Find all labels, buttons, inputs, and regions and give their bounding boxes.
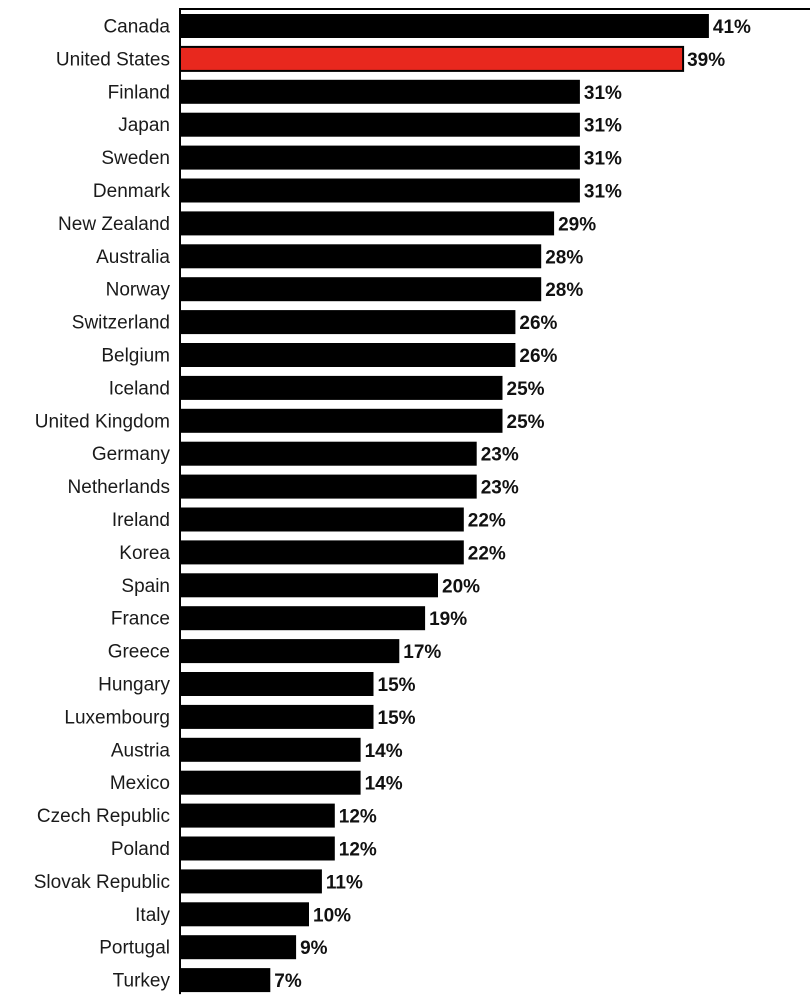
value-label-australia: 28% xyxy=(545,247,583,268)
bar-spain xyxy=(180,573,438,598)
category-label-belgium: Belgium xyxy=(101,346,170,367)
category-label-ireland: Ireland xyxy=(112,510,170,531)
bar-iceland xyxy=(180,375,503,400)
bar-hungary xyxy=(180,672,374,696)
category-label-france: France xyxy=(111,609,170,630)
category-label-finland: Finland xyxy=(108,82,170,103)
value-label-poland: 12% xyxy=(339,840,377,861)
bar-austria xyxy=(180,737,361,762)
value-label-canada: 41% xyxy=(713,17,751,38)
bar-finland xyxy=(180,79,580,104)
value-label-united-kingdom: 25% xyxy=(507,412,545,433)
category-label-poland: Poland xyxy=(111,839,170,860)
category-label-greece: Greece xyxy=(108,642,170,663)
bar-luxembourg xyxy=(180,704,374,729)
bar-mexico xyxy=(180,770,361,795)
bar-france xyxy=(180,606,426,631)
bar-united-kingdom xyxy=(180,408,503,433)
bar-denmark xyxy=(180,178,580,203)
category-label-japan: Japan xyxy=(118,115,170,136)
value-label-slovak-republic: 11% xyxy=(326,872,363,893)
bar-sweden xyxy=(180,145,580,170)
value-label-spain: 20% xyxy=(442,576,480,597)
bars-layer xyxy=(179,14,709,993)
category-label-netherlands: Netherlands xyxy=(68,477,170,498)
bar-netherlands xyxy=(180,474,477,499)
value-label-sweden: 31% xyxy=(584,149,622,170)
category-label-spain: Spain xyxy=(121,576,170,597)
value-label-france: 19% xyxy=(429,609,467,630)
category-label-united-states: United States xyxy=(56,49,170,70)
value-label-belgium: 26% xyxy=(519,346,557,367)
category-label-hungary: Hungary xyxy=(98,675,170,696)
value-label-norway: 28% xyxy=(545,280,583,301)
value-label-denmark: 31% xyxy=(584,182,622,203)
value-label-iceland: 25% xyxy=(507,379,545,400)
category-label-switzerland: Switzerland xyxy=(72,313,170,334)
value-label-mexico: 14% xyxy=(365,774,403,795)
value-label-czech-republic: 12% xyxy=(339,807,377,828)
value-label-united-states: 39% xyxy=(687,50,725,71)
labels-layer: Canada 41% United States 39% Finland 31% Japan… xyxy=(34,17,751,993)
category-label-mexico: Mexico xyxy=(110,773,170,794)
category-label-australia: Australia xyxy=(96,247,170,268)
value-label-japan: 31% xyxy=(584,116,622,137)
category-label-germany: Germany xyxy=(92,444,171,465)
category-label-korea: Korea xyxy=(119,543,170,564)
category-label-united-kingdom: United Kingdom xyxy=(35,411,170,432)
bar-australia xyxy=(180,244,542,269)
bar-ireland xyxy=(180,507,464,532)
bar-norway xyxy=(180,277,542,302)
bar-japan xyxy=(180,112,580,137)
value-label-finland: 31% xyxy=(584,83,622,104)
value-label-hungary: 15% xyxy=(378,675,416,696)
category-label-italy: Italy xyxy=(135,905,170,926)
category-label-norway: Norway xyxy=(106,280,171,301)
bar-united-states xyxy=(179,45,685,72)
value-label-netherlands: 23% xyxy=(481,478,519,499)
category-label-slovak-republic: Slovak Republic xyxy=(34,872,170,893)
value-label-switzerland: 26% xyxy=(519,313,557,334)
category-label-canada: Canada xyxy=(103,17,170,38)
category-label-iceland: Iceland xyxy=(109,378,170,399)
bar-belgium xyxy=(180,343,516,367)
category-label-new-zealand: New Zealand xyxy=(58,214,170,235)
category-label-portugal: Portugal xyxy=(99,938,170,959)
value-label-ireland: 22% xyxy=(468,511,506,532)
bar-germany xyxy=(180,441,477,466)
bar-new-zealand xyxy=(180,211,555,236)
value-label-germany: 23% xyxy=(481,445,519,466)
bar-turkey xyxy=(180,968,271,993)
bar-portugal xyxy=(180,935,297,960)
value-label-korea: 22% xyxy=(468,543,506,564)
bar-poland xyxy=(180,836,335,861)
bar-slovak-republic xyxy=(180,869,322,894)
category-label-austria: Austria xyxy=(111,740,171,761)
value-label-luxembourg: 15% xyxy=(378,708,416,729)
bar-canada xyxy=(180,14,709,38)
value-label-portugal: 9% xyxy=(300,938,328,959)
category-label-luxembourg: Luxembourg xyxy=(64,707,170,728)
bar-italy xyxy=(180,902,309,927)
bar-switzerland xyxy=(180,310,516,335)
value-label-new-zealand: 29% xyxy=(558,214,596,235)
value-label-austria: 14% xyxy=(365,741,403,762)
bar-greece xyxy=(180,639,400,664)
value-label-turkey: 7% xyxy=(274,971,302,992)
value-label-italy: 10% xyxy=(313,905,351,926)
bar-korea xyxy=(180,540,464,565)
category-label-sweden: Sweden xyxy=(101,148,170,169)
category-label-denmark: Denmark xyxy=(93,181,171,202)
category-label-czech-republic: Czech Republic xyxy=(37,806,170,827)
value-label-greece: 17% xyxy=(403,642,441,663)
bar-czech-republic xyxy=(180,803,335,828)
category-label-turkey: Turkey xyxy=(113,971,171,992)
